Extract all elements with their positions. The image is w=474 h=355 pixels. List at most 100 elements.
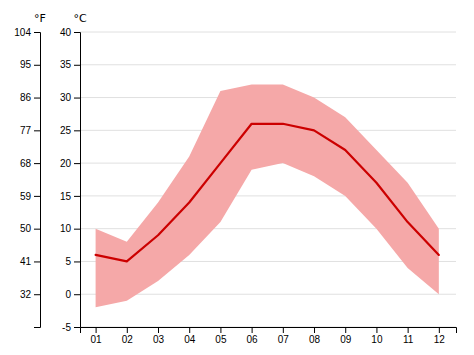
tick: 95 [20, 59, 40, 70]
plot: 010203040506070809101112-505101520253035… [14, 12, 456, 345]
tick: 30 [60, 92, 80, 103]
tick-label: 41 [20, 256, 32, 267]
tick-mark [220, 327, 221, 333]
tick: 04 [184, 327, 196, 345]
tick-label: 59 [20, 191, 32, 202]
tick-mark [252, 327, 253, 333]
range-band [96, 84, 439, 307]
tick-mark [34, 163, 40, 164]
tick-mark [34, 294, 40, 295]
tick: 20 [60, 158, 80, 169]
tick-label: -5 [62, 322, 71, 333]
tick-mark [96, 327, 97, 333]
tick: 86 [20, 92, 40, 103]
tick-label: 09 [340, 334, 352, 345]
tick-label: 25 [60, 125, 72, 136]
tick-label: 35 [60, 59, 72, 70]
tick: 05 [215, 327, 227, 345]
tick-mark [74, 163, 80, 164]
tick-label: 5 [65, 256, 71, 267]
tick-mark [74, 229, 80, 230]
y2-axis: 32 41 50 59 68 77 86 95 104 [14, 27, 40, 328]
tick: 104 [14, 27, 40, 38]
tick-mark [74, 65, 80, 66]
tick-label: 12 [434, 334, 446, 345]
grid [80, 32, 456, 327]
tick: 32 [20, 289, 40, 300]
tick: 01 [91, 327, 103, 345]
tick-label: 20 [60, 158, 72, 169]
tick-label: 50 [20, 223, 32, 234]
tick: 50 [20, 223, 40, 234]
tick-mark [74, 196, 80, 197]
tick-mark [158, 327, 159, 333]
tick-mark [74, 261, 80, 262]
axis-line [81, 328, 457, 334]
tick-label: 02 [122, 334, 134, 345]
tick: 02 [122, 327, 134, 345]
tick-label: 08 [309, 334, 321, 345]
tick-mark [189, 327, 190, 333]
tick-mark [34, 130, 40, 131]
tick: 68 [20, 158, 40, 169]
tick-mark [127, 327, 128, 333]
tick: 11 [403, 327, 414, 345]
tick-label: 15 [60, 191, 72, 202]
axis-line [74, 33, 81, 328]
tick: 40 [60, 27, 80, 38]
average-line [96, 124, 439, 262]
tick-mark [439, 327, 440, 333]
tick-label: 104 [14, 27, 31, 38]
tick-mark [376, 327, 377, 333]
tick-mark [34, 196, 40, 197]
tick-mark [74, 130, 80, 131]
axis-title: °C [73, 12, 87, 25]
tick-label: 10 [60, 223, 72, 234]
grid-line [80, 64, 456, 65]
tick-label: 0 [65, 289, 71, 300]
tick: 77 [20, 125, 40, 136]
tick-label: 10 [371, 334, 383, 345]
tick-label: 06 [247, 334, 259, 345]
tick-mark [74, 98, 80, 99]
tick: 12 [434, 327, 446, 345]
grid-line [80, 32, 456, 33]
tick: 06 [247, 327, 259, 345]
tick-mark [34, 65, 40, 66]
tick: 41 [20, 256, 40, 267]
tick: -5 [62, 322, 80, 333]
tick: 10 [371, 327, 383, 345]
tick-label: 03 [153, 334, 165, 345]
tick-mark [74, 294, 80, 295]
tick-mark [74, 327, 80, 328]
tick: 03 [153, 327, 165, 345]
tick-label: 86 [20, 92, 32, 103]
tick-mark [34, 32, 40, 33]
tick: 10 [60, 223, 80, 234]
tick: 15 [60, 191, 80, 202]
tick: 35 [60, 59, 80, 70]
tick-mark [74, 32, 80, 33]
tick-label: 01 [91, 334, 103, 345]
tick-label: 07 [278, 334, 290, 345]
y-axis: -5 0 5 10 15 20 25 30 35 40 [60, 27, 81, 333]
tick-label: 05 [215, 334, 227, 345]
tick-mark [34, 98, 40, 99]
tick-mark [314, 327, 315, 333]
x-axis: 01 02 03 04 05 06 07 08 09 10 11 12 [81, 327, 457, 345]
tick: 25 [60, 125, 80, 136]
tick-label: 77 [20, 125, 32, 136]
tick: 5 [65, 256, 80, 267]
axis-title: °F [34, 12, 46, 25]
tick-mark [34, 229, 40, 230]
tick: 59 [20, 191, 40, 202]
tick: 0 [65, 289, 80, 300]
tick-label: 11 [403, 334, 414, 345]
tick-mark [408, 327, 409, 333]
tick: 09 [340, 327, 352, 345]
tick-label: 95 [20, 59, 32, 70]
tick-mark [345, 327, 346, 333]
tick-label: 04 [184, 334, 196, 345]
tick-mark [34, 261, 40, 262]
chart: 010203040506070809101112-505101520253035… [0, 0, 474, 355]
